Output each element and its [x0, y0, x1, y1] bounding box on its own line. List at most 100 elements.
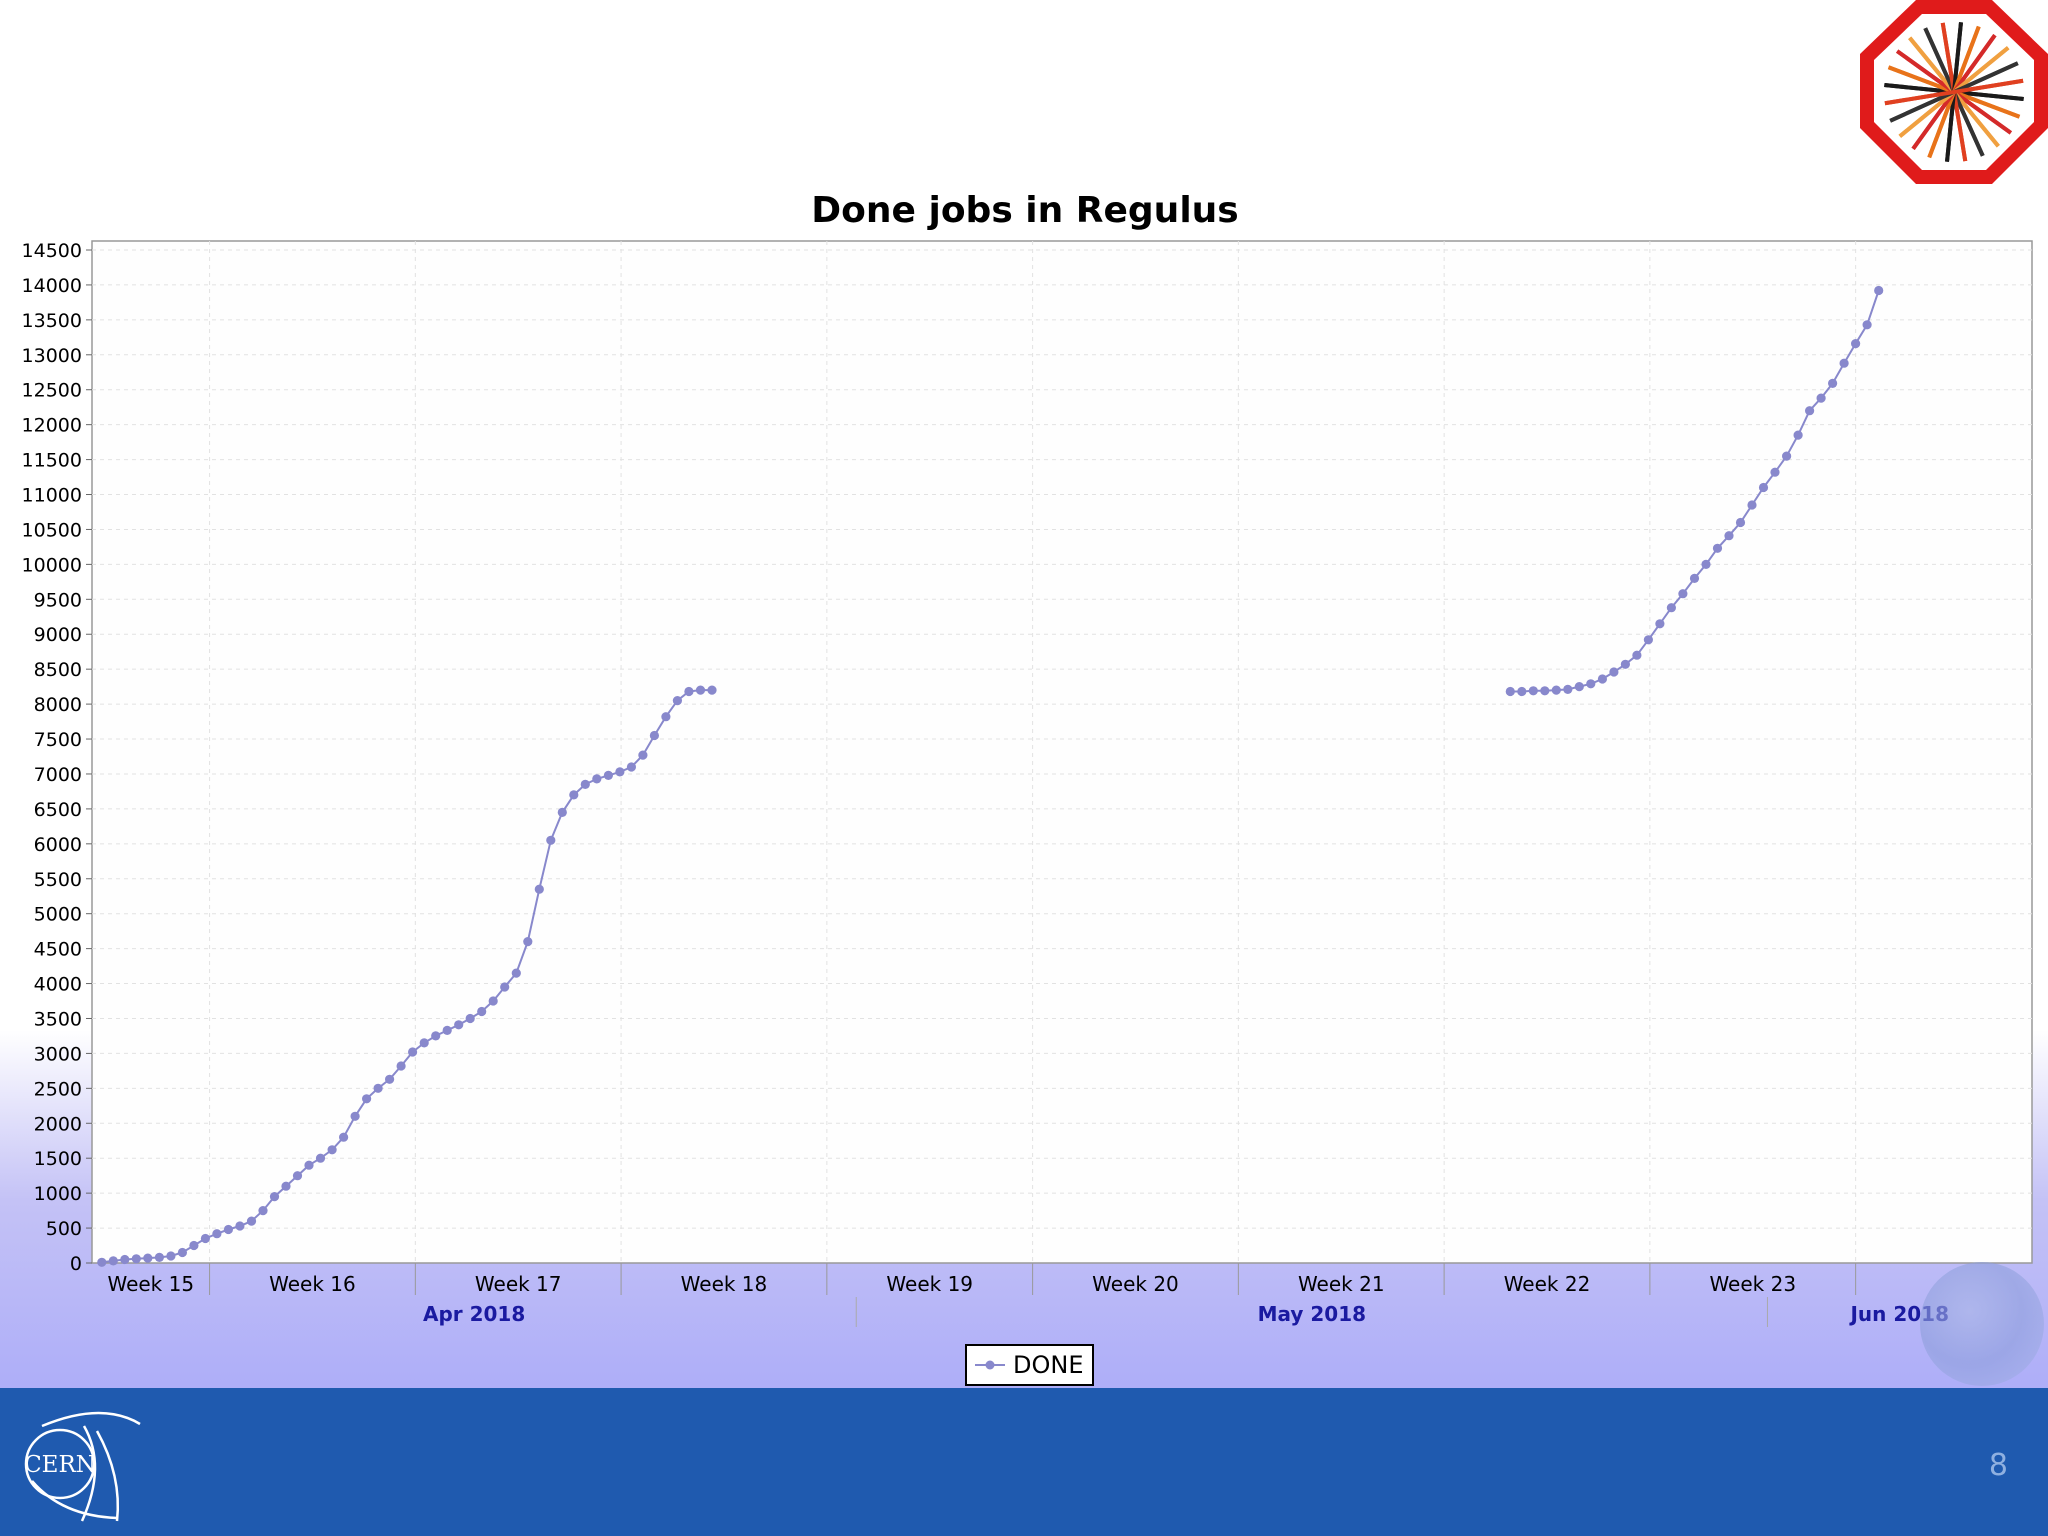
cern-logo-icon: CERN — [24, 1411, 141, 1522]
data-point — [269, 1192, 280, 1202]
data-point — [546, 835, 556, 845]
data-point — [304, 1160, 314, 1170]
y-tick-label: 3000 — [34, 1043, 82, 1065]
data-point — [672, 696, 683, 706]
legend-line-marker-icon — [975, 1360, 1005, 1370]
x-axis: Week 15 Week 16 Week 17 Week 18 Week 19 Week … — [107, 1263, 1949, 1327]
data-point — [1747, 500, 1757, 510]
data-point — [1712, 543, 1723, 553]
page-number: 8 — [1988, 1448, 2008, 1483]
plot-area — [91, 240, 2033, 1264]
data-point — [615, 767, 625, 777]
data-point — [97, 1257, 107, 1267]
data-point — [534, 884, 544, 894]
y-tick-label: 4500 — [34, 939, 82, 961]
legend-label-done: DONE — [1013, 1351, 1084, 1379]
data-point — [1597, 674, 1607, 684]
data-point — [1678, 589, 1688, 599]
y-tick-label: 14000 — [22, 275, 82, 297]
week-label: Week 23 — [1709, 1272, 1796, 1296]
data-point — [1839, 358, 1849, 368]
data-point — [500, 982, 510, 992]
y-tick-label: 6500 — [34, 799, 82, 821]
data-point — [1609, 667, 1619, 677]
data-point — [200, 1233, 210, 1244]
y-tick-label: 14500 — [22, 240, 82, 262]
y-tick-label: 5000 — [34, 904, 82, 926]
data-point — [131, 1254, 141, 1264]
y-tick-label: 9000 — [34, 624, 82, 646]
data-point — [1805, 406, 1815, 416]
data-point — [419, 1038, 429, 1048]
month-label: Apr 2018 — [423, 1302, 525, 1326]
y-tick-label: 10000 — [22, 554, 82, 576]
y-tick-label: 2500 — [34, 1078, 82, 1100]
data-point — [465, 1013, 475, 1024]
y-tick-label: 1000 — [34, 1183, 82, 1205]
data-point — [1574, 682, 1584, 692]
data-point — [557, 807, 567, 818]
data-point — [362, 1094, 372, 1104]
data-point — [1620, 659, 1630, 669]
data-point — [661, 712, 671, 722]
data-point — [511, 968, 521, 978]
data-point — [177, 1247, 187, 1258]
week-label: Week 20 — [1092, 1272, 1179, 1296]
y-tick-label: 7000 — [34, 764, 82, 786]
data-point — [1758, 482, 1769, 493]
data-point — [1735, 517, 1746, 528]
data-point — [1551, 685, 1561, 695]
data-point — [315, 1153, 326, 1163]
week-label: Week 18 — [681, 1272, 768, 1296]
data-point — [431, 1031, 441, 1041]
data-point — [235, 1221, 245, 1231]
data-point — [1689, 573, 1700, 584]
data-point — [1666, 603, 1676, 613]
week-label: Week 17 — [475, 1272, 562, 1296]
chart: Done jobs in Regulus 0 500 1000 1500 2000 250… — [22, 190, 2033, 1327]
y-tick-label: 4000 — [34, 974, 82, 996]
data-point — [1655, 619, 1665, 629]
data-point — [385, 1074, 395, 1084]
data-point — [695, 685, 706, 695]
data-point — [258, 1206, 268, 1216]
data-point — [1517, 686, 1527, 697]
data-point — [488, 996, 498, 1006]
y-tick-label: 10500 — [22, 519, 82, 541]
y-tick-label: 7500 — [34, 729, 82, 751]
data-point — [408, 1047, 418, 1057]
data-point — [1793, 430, 1803, 440]
y-tick-label: 11500 — [22, 450, 82, 472]
data-point — [246, 1216, 257, 1226]
series-done — [97, 285, 1884, 1267]
week-label: Week 19 — [886, 1272, 973, 1296]
data-point — [1632, 650, 1642, 660]
y-tick-label: 0 — [70, 1253, 82, 1275]
data-point — [189, 1240, 199, 1251]
chart-title: Done jobs in Regulus — [811, 190, 1238, 231]
month-label: May 2018 — [1258, 1302, 1366, 1326]
data-point — [1701, 559, 1711, 570]
atlas-logo-icon — [1860, 0, 2048, 184]
data-point — [1782, 451, 1792, 461]
data-point — [1505, 686, 1515, 697]
data-point — [1770, 467, 1780, 477]
data-point — [1540, 686, 1550, 696]
data-point — [1563, 684, 1573, 695]
data-point — [327, 1145, 337, 1155]
atlas-ray — [1884, 78, 2024, 106]
y-tick-label: 2000 — [34, 1113, 82, 1135]
y-tick-label: 6000 — [34, 834, 82, 856]
week-label: Week 21 — [1298, 1272, 1385, 1296]
y-tick-label: 3500 — [34, 1008, 82, 1030]
y-tick-label: 8000 — [34, 694, 82, 716]
week-label: Week 22 — [1504, 1272, 1591, 1296]
data-point — [626, 762, 637, 772]
week-label: Week 15 — [107, 1272, 194, 1296]
data-point — [292, 1171, 303, 1181]
data-point — [108, 1256, 118, 1266]
cern-logo-text: CERN — [24, 1452, 96, 1478]
globe-decoration — [1920, 1262, 2044, 1386]
y-axis: 0 500 1000 1500 2000 2500 3000 3500 4000 4500 5000… — [22, 240, 92, 1275]
